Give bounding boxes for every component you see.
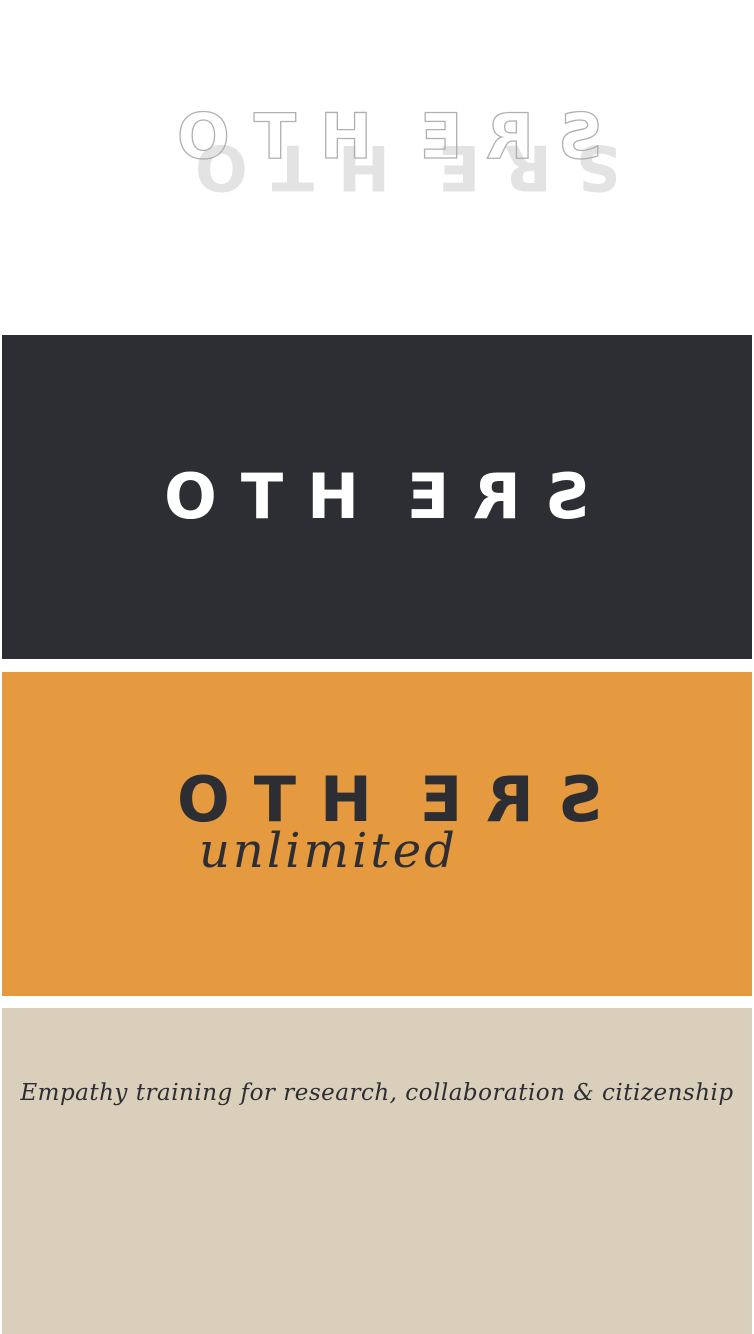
logo-unlimited-lockup: OTHERS unlimited bbox=[177, 759, 603, 909]
tagline-panel: Empathy training for research, collabora… bbox=[2, 1008, 752, 1334]
logo-wordmark-white: OTHERS bbox=[164, 460, 590, 533]
logo-part-r: R bbox=[462, 99, 535, 173]
logo-outline-group: OTHERS OTHERS bbox=[176, 99, 620, 226]
logo-part-s: S bbox=[521, 460, 590, 533]
logo-outline-panel: OTHERS OTHERS bbox=[2, 0, 752, 332]
logo-part-r: R bbox=[462, 763, 534, 836]
logo-dotted-outline: OTHERS bbox=[176, 99, 603, 173]
logo-part-s: S bbox=[533, 99, 603, 173]
logo-part-oth: OTH bbox=[176, 100, 396, 173]
logo-part-e: E bbox=[395, 99, 463, 173]
logo-orange-panel: OTHERS unlimited bbox=[2, 672, 752, 996]
logo-part-e: E bbox=[395, 763, 463, 836]
unlimited-script: unlimited bbox=[199, 823, 458, 879]
logo-part-s: S bbox=[534, 763, 603, 836]
tagline-text: Empathy training for research, collabora… bbox=[20, 1080, 734, 1106]
logo-wordmark-dark: OTHERS bbox=[177, 763, 603, 836]
logo-dark-panel: OTHERS bbox=[2, 335, 752, 659]
logo-part-oth: OTH bbox=[177, 763, 396, 836]
logo-part-e: E bbox=[383, 460, 450, 533]
logo-part-r: R bbox=[449, 460, 522, 533]
logo-part-oth: OTH bbox=[164, 460, 384, 533]
